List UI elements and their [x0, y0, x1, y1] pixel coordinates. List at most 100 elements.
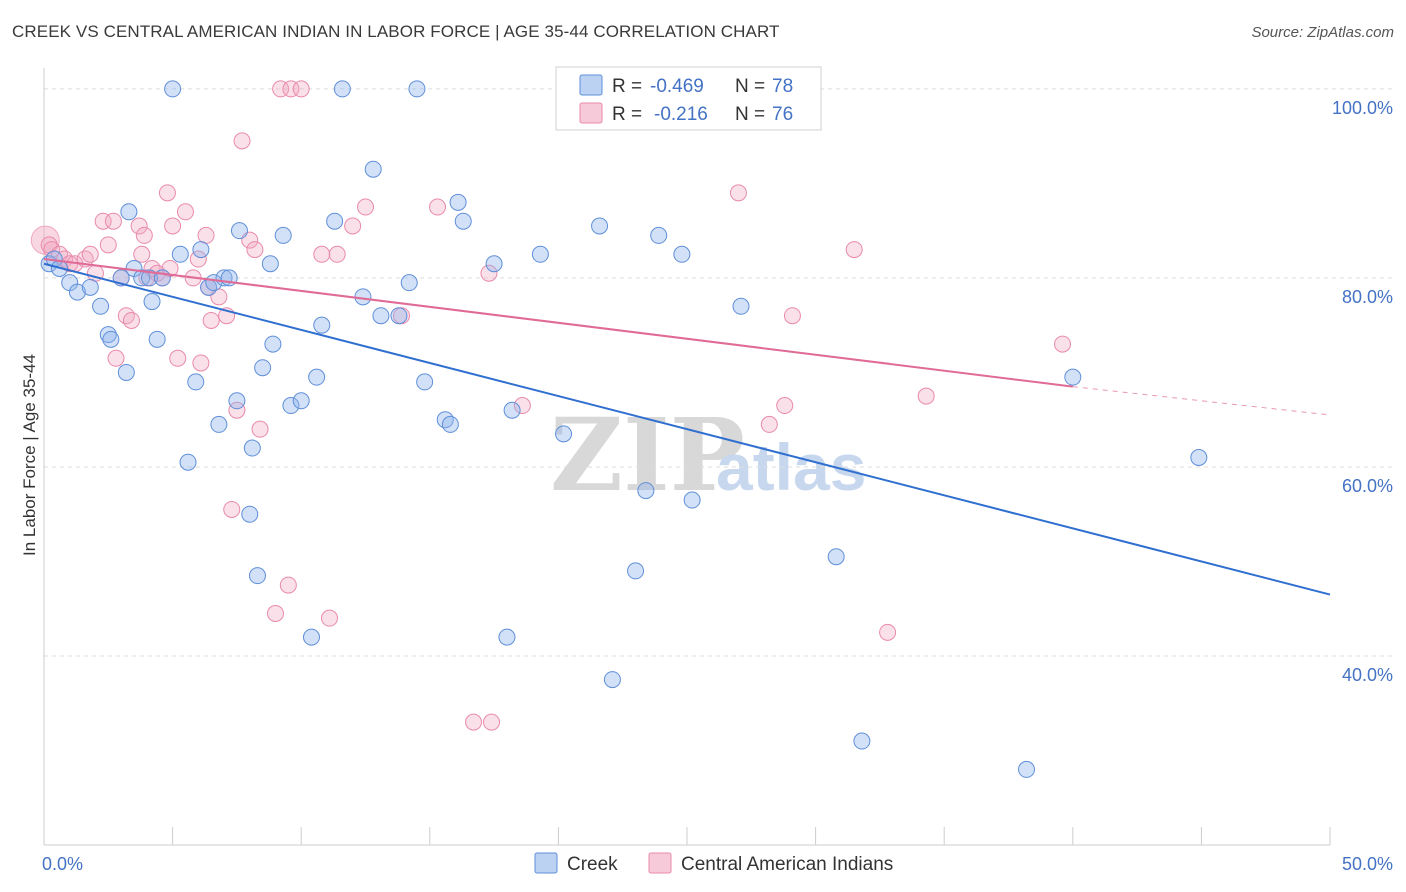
- cai-point: [282, 80, 300, 98]
- creek-point: [274, 226, 292, 244]
- creek-point: [282, 397, 300, 415]
- creek-point: [179, 453, 197, 471]
- correlation-legend: R = -0.469 N = 78 R = -0.216 N = 76: [555, 66, 822, 131]
- creek-point: [192, 241, 210, 259]
- creek-point: [416, 373, 434, 391]
- chart-title: CREEK VS CENTRAL AMERICAN INDIAN IN LABO…: [12, 22, 780, 41]
- creek-point: [364, 160, 382, 178]
- cai-point: [879, 623, 897, 641]
- cai-point: [429, 198, 447, 216]
- cai-point: [192, 354, 210, 372]
- creek-point: [354, 288, 372, 306]
- legend-creek-r-value: -0.469: [650, 76, 704, 97]
- legend-cai-r-label: R =: [612, 104, 642, 125]
- creek-point: [302, 628, 320, 646]
- legend-swatch-cai: [579, 102, 603, 124]
- creek-point: [503, 401, 521, 419]
- creek-point: [326, 212, 344, 230]
- creek-point: [454, 212, 472, 230]
- creek-point: [436, 411, 454, 429]
- creek-point: [210, 415, 228, 433]
- creek-point: [732, 297, 750, 315]
- legend-swatch-creek: [579, 74, 603, 96]
- bottom-legend-creek: Creek: [567, 854, 618, 875]
- cai-point: [197, 226, 215, 244]
- cai-point: [292, 80, 310, 98]
- creek-point: [187, 373, 205, 391]
- creek-point: [531, 245, 549, 263]
- creek-point: [81, 278, 99, 296]
- cai-point: [202, 311, 220, 329]
- creek-point: [308, 368, 326, 386]
- creek-point: [400, 274, 418, 292]
- cai-trend-line: [43, 258, 1073, 388]
- cai-point: [266, 604, 284, 622]
- bottom-legend-swatch-cai: [648, 852, 672, 874]
- creek-point: [853, 732, 871, 750]
- watermark-zip: ZIP: [550, 396, 745, 514]
- y-tick-label-40: 40.0%: [1342, 665, 1393, 685]
- axes: [43, 68, 1331, 846]
- cai-point: [81, 245, 99, 263]
- cai-point: [483, 713, 501, 731]
- cai-point: [94, 212, 112, 230]
- legend-creek-n-value: 78: [772, 76, 793, 97]
- series-creek: [40, 80, 1208, 778]
- y-tick-label-60: 60.0%: [1342, 476, 1393, 496]
- cai-point: [233, 132, 251, 150]
- cai-point: [1054, 335, 1072, 353]
- creek-point: [449, 193, 467, 211]
- cai-point: [164, 217, 182, 235]
- cai-point: [130, 217, 148, 235]
- creek-point: [1064, 368, 1082, 386]
- cai-point: [313, 245, 331, 263]
- source-label: Source: ZipAtlas.com: [1251, 24, 1394, 41]
- cai-point: [320, 609, 338, 627]
- creek-point: [143, 293, 161, 311]
- cai-point: [189, 250, 207, 268]
- creek-point: [228, 392, 246, 410]
- creek-point: [673, 245, 691, 263]
- creek-point: [248, 567, 266, 585]
- creek-point: [1190, 449, 1208, 466]
- creek-point: [485, 255, 503, 273]
- y-tick-label-100: 100.0%: [1332, 98, 1393, 118]
- gridlines: [44, 88, 1392, 657]
- creek-point: [627, 562, 645, 580]
- cai-point: [246, 241, 264, 259]
- creek-point: [254, 359, 272, 377]
- cai-point: [133, 245, 151, 263]
- x-tick-label-max: 50.0%: [1342, 854, 1393, 874]
- cai-point: [465, 713, 483, 731]
- creek-point: [408, 80, 426, 98]
- cai-point: [279, 576, 297, 594]
- creek-point: [68, 283, 86, 301]
- cai-point: [223, 500, 241, 518]
- cai-point: [480, 264, 498, 282]
- cai-point: [513, 397, 531, 415]
- y-tick-label-80: 80.0%: [1342, 287, 1393, 307]
- creek-point: [264, 335, 282, 353]
- cai-point: [158, 184, 176, 202]
- creek-point: [148, 330, 166, 348]
- cai-point: [357, 198, 374, 216]
- bottom-legend-cai: Central American Indians: [681, 854, 893, 875]
- creek-trend-line: [43, 262, 1331, 596]
- bottom-legend-swatch-creek: [534, 852, 558, 874]
- creek-point: [164, 80, 182, 98]
- creek-point: [102, 330, 120, 348]
- cai-point: [107, 349, 125, 367]
- creek-point: [827, 548, 845, 566]
- cai-point: [729, 184, 747, 202]
- creek-point: [313, 316, 331, 334]
- legend-cai-r-value: -0.216: [654, 104, 708, 125]
- x-tick-label-min: 0.0%: [42, 854, 83, 874]
- creek-point: [92, 297, 110, 315]
- legend-cai-n-value: 76: [772, 104, 793, 125]
- creek-point: [498, 628, 516, 646]
- cai-point: [176, 203, 194, 221]
- cai-point: [228, 401, 246, 419]
- creek-point: [171, 245, 189, 263]
- creek-point: [603, 671, 621, 689]
